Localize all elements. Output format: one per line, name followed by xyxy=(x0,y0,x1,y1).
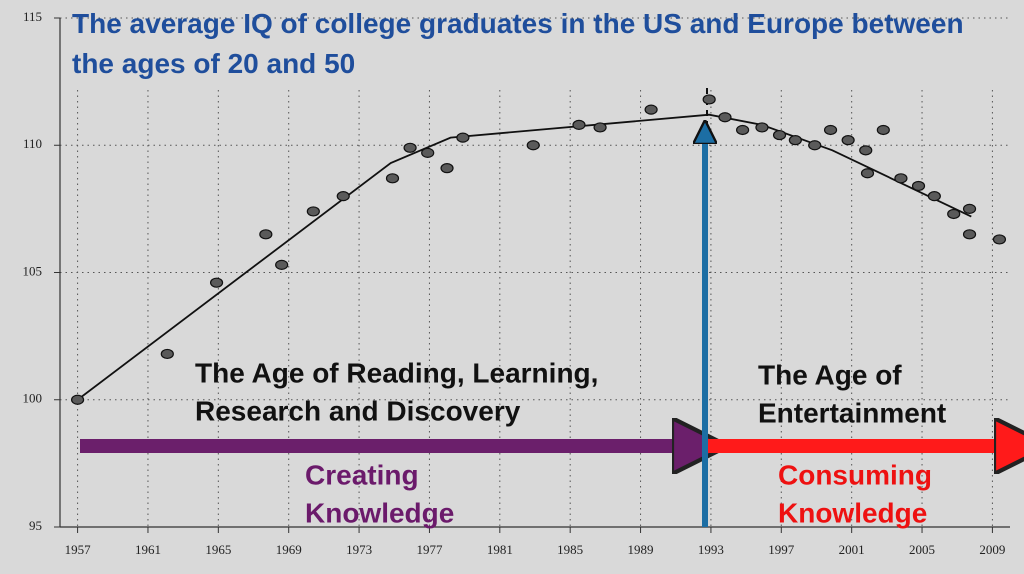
point xyxy=(911,180,926,192)
point xyxy=(876,124,890,136)
point xyxy=(962,203,977,214)
x-tick-label: 2001 xyxy=(839,542,865,557)
x-tick-label: 1985 xyxy=(557,542,583,557)
point xyxy=(644,104,658,115)
y-tick-label: 100 xyxy=(23,391,43,406)
point xyxy=(947,208,961,220)
y-tick-label: 105 xyxy=(23,263,43,278)
point xyxy=(962,229,977,240)
x-tick-label: 1977 xyxy=(416,542,443,557)
point xyxy=(859,145,873,156)
annotation: The Age of Reading, Learning, xyxy=(195,357,598,388)
plot xyxy=(70,94,1007,405)
point xyxy=(421,147,435,158)
point xyxy=(860,168,875,179)
point xyxy=(275,259,289,270)
y-tick-label: 95 xyxy=(29,518,42,533)
point xyxy=(841,135,855,146)
point xyxy=(894,173,908,184)
point xyxy=(992,234,1007,245)
y-tick-label: 115 xyxy=(23,9,42,24)
annotations: The Age of Reading, Learning, Research an… xyxy=(195,357,946,528)
x-tick-label: 1989 xyxy=(628,542,654,557)
annotation: Research and Discovery xyxy=(195,395,521,426)
point xyxy=(259,229,273,240)
x-tick-label: 1961 xyxy=(135,542,161,557)
x-tick-label: 1993 xyxy=(698,542,724,557)
point xyxy=(718,112,732,123)
annotation: The Age of xyxy=(758,359,902,390)
annotation: Consuming xyxy=(778,459,932,490)
x-tick-label: 1973 xyxy=(346,542,372,557)
x-tick-label: 1981 xyxy=(487,542,513,557)
annotation: Knowledge xyxy=(778,497,927,528)
point xyxy=(306,206,320,217)
point xyxy=(735,124,750,136)
trend-line xyxy=(77,113,972,401)
x-tick-label: 2005 xyxy=(909,542,935,557)
point xyxy=(385,173,400,184)
point xyxy=(336,191,350,202)
point xyxy=(209,277,224,288)
chart-title: The average IQ of college graduates in t… xyxy=(72,8,964,79)
x-tick-label: 1997 xyxy=(768,542,795,557)
annotation: Knowledge xyxy=(305,497,454,528)
point xyxy=(456,132,470,143)
point xyxy=(927,191,941,202)
grid: 95 100 105 110 115 1957 1961 1965 1969 1973 1977 19… xyxy=(23,9,1010,557)
point xyxy=(772,129,787,141)
point xyxy=(808,140,822,151)
point xyxy=(788,135,802,146)
x-tick-label: 1957 xyxy=(65,542,92,557)
x-tick-label: 1969 xyxy=(276,542,302,557)
x-tick-label: 1965 xyxy=(205,542,231,557)
point xyxy=(593,122,607,133)
point xyxy=(403,142,417,153)
x-tick-label: 2009 xyxy=(979,542,1005,557)
point xyxy=(755,122,769,133)
point xyxy=(526,140,540,151)
annotation: Creating xyxy=(305,459,419,490)
point xyxy=(70,394,85,405)
point xyxy=(702,94,716,105)
point xyxy=(823,124,838,136)
point xyxy=(160,348,174,360)
y-tick-label: 110 xyxy=(23,136,42,151)
point xyxy=(440,163,454,174)
point xyxy=(572,119,586,130)
annotation: Entertainment xyxy=(758,397,946,428)
